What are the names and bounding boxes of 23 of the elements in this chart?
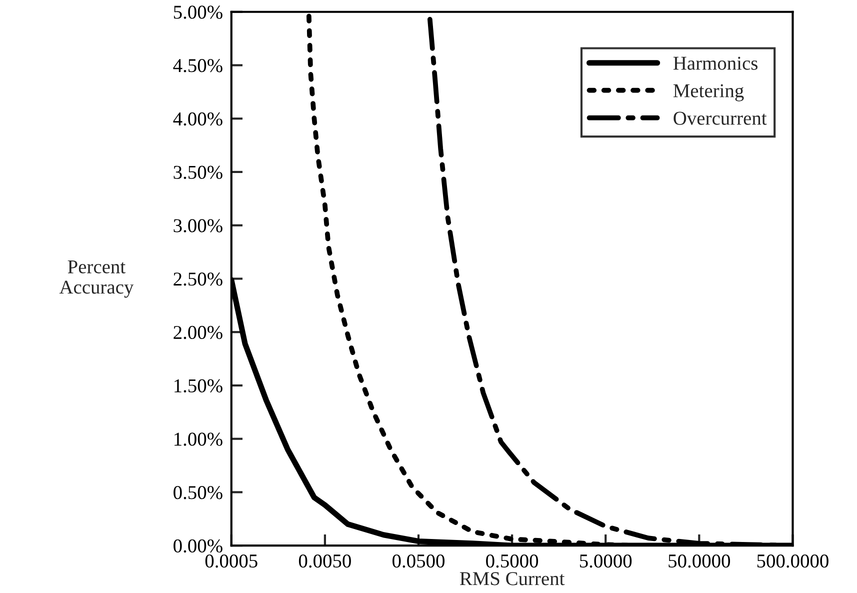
x-tick-label: 50.0000 xyxy=(668,554,730,568)
x-axis-title: RMS Current xyxy=(460,572,565,586)
x-tick-label: 500.0000 xyxy=(757,554,828,568)
y-tick-label: 4.50% xyxy=(173,59,222,72)
y-tick-label: 2.50% xyxy=(174,272,222,286)
y-tick-label: 5.00% xyxy=(174,6,222,19)
y-tick-label: 2.00% xyxy=(174,326,222,340)
legend-label: Metering xyxy=(673,84,744,102)
y-tick-label: 3.50% xyxy=(174,166,222,179)
x-tick-label: 5.0000 xyxy=(580,554,632,568)
y-tick-label: 0.50% xyxy=(174,486,222,500)
y-axis-title: Percent Accuracy xyxy=(59,260,134,298)
x-tick-label: 0.0050 xyxy=(298,554,351,568)
y-tick-label: 1.00% xyxy=(174,432,222,446)
y-tick-label: 3.00% xyxy=(174,219,222,232)
y-tick-label: 4.00% xyxy=(173,112,222,126)
legend-label: Harmonics xyxy=(673,56,758,70)
x-tick-label: 0.5000 xyxy=(486,554,538,568)
x-tick-label: 0.0005 xyxy=(205,554,258,568)
x-tick-label: 0.0500 xyxy=(392,554,444,568)
y-tick-label: 1.50% xyxy=(174,379,222,392)
y-tick-label: 0.00% xyxy=(174,539,222,553)
legend-label: Overcurrent xyxy=(674,112,767,125)
